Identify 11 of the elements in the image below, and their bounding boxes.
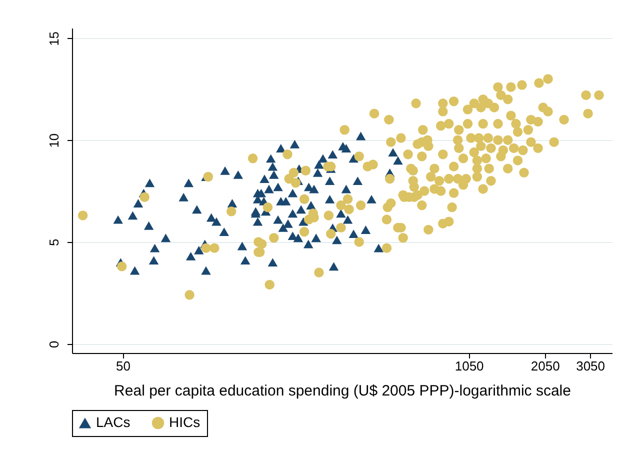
y-tick-label: 10 <box>46 133 62 148</box>
x-tick-label: 3050 <box>576 358 605 374</box>
x-tick-label: 50 <box>116 358 130 374</box>
y-tick-label: 5 <box>46 238 62 246</box>
legend-label: HICs <box>169 414 200 430</box>
legend-label: LACs <box>96 414 130 430</box>
x-tick-label: 2050 <box>530 358 560 374</box>
x-tick-label: 1050 <box>454 358 484 374</box>
y-tick-label: 0 <box>46 340 62 348</box>
y-tick-label: 15 <box>46 31 62 46</box>
x-axis-title: Real per capita education spending (U$ 2005 PPP)-logarithmic scale <box>114 382 571 400</box>
